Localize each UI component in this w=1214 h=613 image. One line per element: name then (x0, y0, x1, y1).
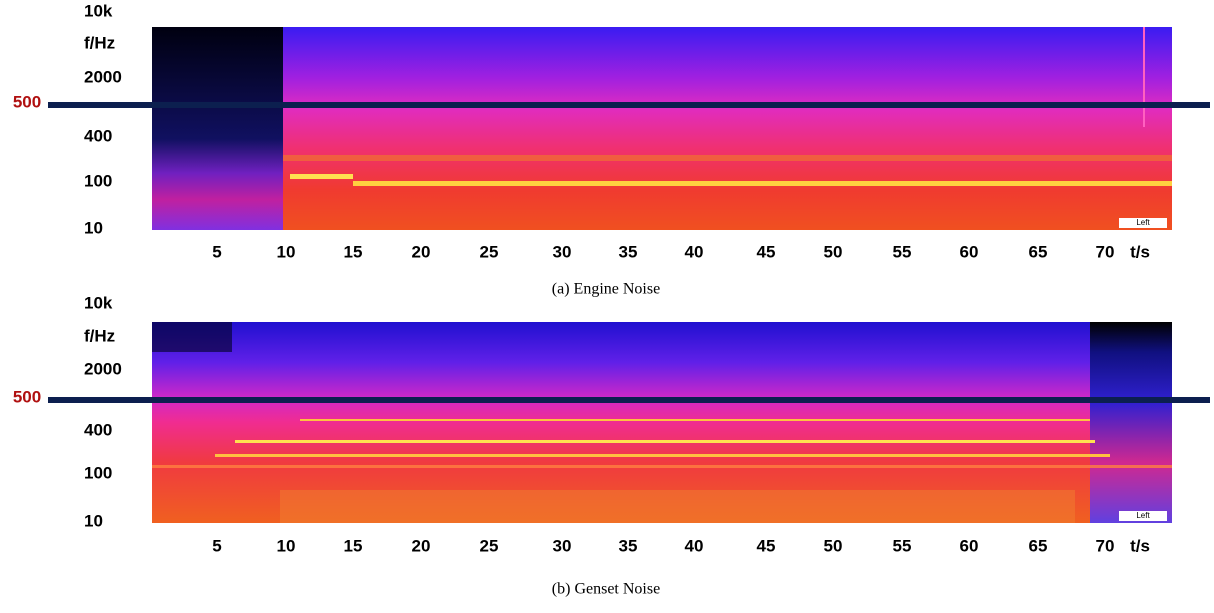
marker-label: 500 (13, 92, 41, 111)
x-label: 30 (553, 242, 572, 261)
marker-label: 500 (13, 387, 41, 406)
x-label: 35 (619, 536, 638, 555)
x-label: 35 (619, 242, 638, 261)
y-label: 10k (84, 293, 113, 312)
y-label: 10k (84, 1, 113, 20)
y-label: 100 (84, 171, 112, 190)
y-label: 10 (84, 511, 103, 530)
x-label: 55 (893, 536, 912, 555)
x-label: 40 (685, 242, 704, 261)
y-label: 2000 (84, 67, 122, 86)
y-label: f/Hz (84, 33, 115, 52)
x-unit: t/s (1130, 536, 1150, 555)
x-label: 25 (480, 536, 499, 555)
y-label: 400 (84, 126, 112, 145)
x-label: 5 (212, 536, 221, 555)
x-label: 65 (1029, 242, 1048, 261)
spectrogram-b (152, 322, 1172, 523)
x-label: 20 (412, 242, 431, 261)
legend-label: Left (1136, 218, 1150, 227)
x-label: 70 (1096, 242, 1115, 261)
legend-box (1119, 511, 1167, 521)
x-label: 10 (277, 242, 296, 261)
y-label: 100 (84, 463, 112, 482)
x-label: 65 (1029, 536, 1048, 555)
x-label: 10 (277, 536, 296, 555)
x-label: 15 (344, 242, 363, 261)
x-label: 50 (824, 536, 843, 555)
x-label: 60 (960, 536, 979, 555)
y-label: 400 (84, 420, 112, 439)
x-label: 40 (685, 536, 704, 555)
x-label: 70 (1096, 536, 1115, 555)
y-label: f/Hz (84, 326, 115, 345)
x-label: 55 (893, 242, 912, 261)
caption: (a) Engine Noise (552, 281, 660, 298)
legend-label: Left (1136, 511, 1150, 520)
x-label: 45 (757, 242, 776, 261)
x-label: 5 (212, 242, 221, 261)
y-label: 10 (84, 218, 103, 237)
x-label: 60 (960, 242, 979, 261)
caption: (b) Genset Noise (552, 581, 660, 598)
x-label: 15 (344, 536, 363, 555)
y-label: 2000 (84, 359, 122, 378)
legend-box (1119, 218, 1167, 228)
x-label: 45 (757, 536, 776, 555)
x-label: 50 (824, 242, 843, 261)
x-label: 20 (412, 536, 431, 555)
x-label: 30 (553, 536, 572, 555)
x-unit: t/s (1130, 242, 1150, 261)
x-label: 25 (480, 242, 499, 261)
spectrogram-a (152, 27, 1172, 230)
